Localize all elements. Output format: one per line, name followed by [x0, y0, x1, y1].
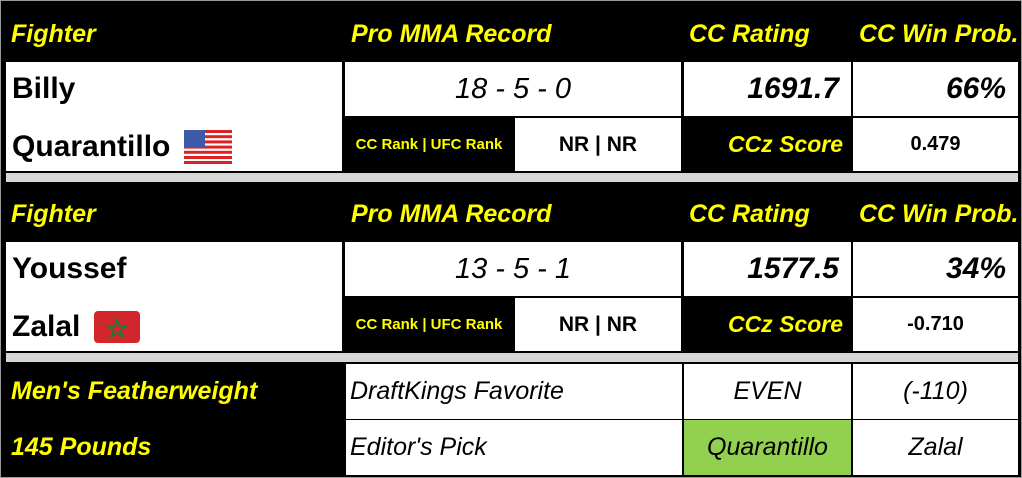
rank-value: NR | NR — [515, 118, 681, 171]
fighter-first-name: Youssef — [12, 252, 127, 285]
editors-pick-other: Zalal — [853, 420, 1018, 475]
header-fighter: Fighter — [11, 199, 96, 228]
fighter-last-name: Quarantillo — [12, 130, 171, 163]
draftkings-label: DraftKings Favorite — [346, 364, 682, 419]
fighter-name-cell: Billy Quarantillo — [6, 62, 342, 171]
header-win-prob: CC Win Prob. — [859, 19, 1019, 48]
ccz-value: 0.479 — [853, 118, 1018, 171]
fighter-first-name: Billy — [12, 72, 76, 105]
header-rating: CC Rating — [689, 19, 810, 48]
us-flag-icon — [184, 130, 233, 164]
header-rating: CC Rating — [689, 199, 810, 228]
draftkings-value: EVEN — [684, 364, 851, 419]
header-record: Pro MMA Record — [351, 19, 552, 48]
separator — [6, 173, 1018, 182]
separator — [6, 353, 1018, 362]
draftkings-odds: (-110) — [853, 364, 1018, 419]
fighter-last-name: Zalal — [12, 310, 81, 343]
weight-label: 145 Pounds — [11, 433, 152, 461]
ccz-value: -0.710 — [853, 298, 1018, 351]
header-fighter: Fighter — [11, 19, 96, 48]
division-label: Men's Featherweight — [11, 377, 258, 405]
ccz-label: CCz Score — [684, 118, 851, 171]
editors-pick-value: Quarantillo — [684, 420, 851, 475]
rank-label: CC Rank | UFC Rank — [345, 298, 513, 351]
fighter-record: 18 - 5 - 0 — [345, 62, 681, 116]
fighter-name-cell: Youssef Zalal — [6, 242, 342, 351]
fighter-win-prob: 66% — [853, 62, 1018, 116]
fighter-win-prob: 34% — [853, 242, 1018, 296]
fighter-rating: 1691.7 — [684, 62, 851, 116]
ccz-label: CCz Score — [684, 298, 851, 351]
fighter-record: 13 - 5 - 1 — [345, 242, 681, 296]
header-win-prob: CC Win Prob. — [859, 199, 1019, 228]
header-record: Pro MMA Record — [351, 199, 552, 228]
fighter-rating: 1577.5 — [684, 242, 851, 296]
rank-value: NR | NR — [515, 298, 681, 351]
rank-label: CC Rank | UFC Rank — [345, 118, 513, 171]
morocco-flag-icon — [94, 311, 141, 343]
editors-pick-label: Editor's Pick — [346, 420, 682, 475]
